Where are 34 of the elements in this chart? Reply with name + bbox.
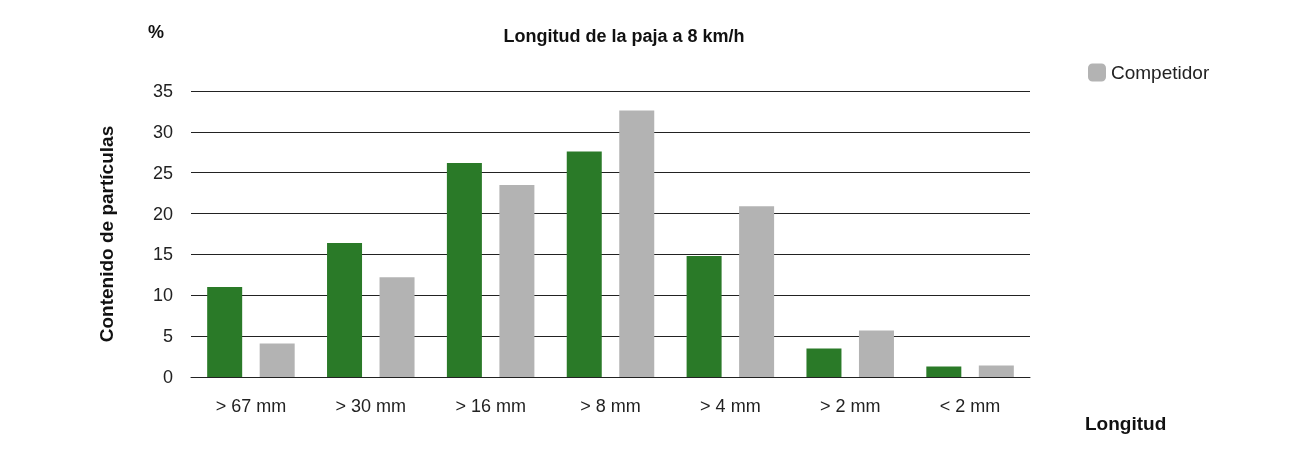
bar <box>926 366 962 377</box>
bar <box>446 162 482 377</box>
bar <box>806 348 842 377</box>
y-tick-label: 25 <box>152 162 173 183</box>
bar <box>499 184 535 377</box>
bar <box>619 110 655 377</box>
x-tick-label: > 8 mm <box>580 396 641 416</box>
bar <box>686 256 722 377</box>
y-axis-title: Contenido de partículas <box>96 125 117 343</box>
bar <box>327 242 363 377</box>
bar <box>978 365 1014 377</box>
x-tick-label: > 30 mm <box>335 396 407 416</box>
y-tick-label: 30 <box>152 121 173 142</box>
bar <box>259 343 295 377</box>
chart-title: Longitud de la paja a 8 km/h <box>503 26 745 46</box>
x-axis-title: Longitud <box>1085 413 1167 434</box>
x-tick-label: > 2 mm <box>819 396 881 416</box>
x-tick-label: < 2 mm <box>939 396 1001 416</box>
bar <box>207 287 243 377</box>
y-tick-label: 5 <box>162 326 173 347</box>
legend-label: Competidor <box>1111 62 1210 83</box>
bar <box>566 151 602 377</box>
bar <box>739 206 775 377</box>
y-tick-label: 20 <box>152 203 173 224</box>
y-tick-label: 10 <box>152 285 173 306</box>
bar <box>379 277 415 377</box>
x-tick-label: > 4 mm <box>700 396 761 416</box>
text: % <box>148 22 165 42</box>
y-tick-label: 15 <box>152 244 173 265</box>
y-tick-label: 0 <box>162 367 173 387</box>
bar <box>858 330 894 377</box>
x-tick-label: > 16 mm <box>455 396 526 416</box>
y-tick-label: 35 <box>152 81 173 101</box>
x-tick-label: > 67 mm <box>215 396 287 416</box>
